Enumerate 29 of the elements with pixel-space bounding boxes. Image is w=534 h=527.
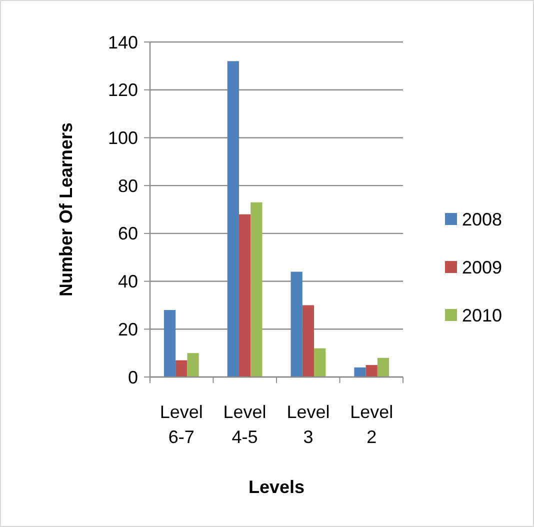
x-tick-label: Level 2 [350, 402, 394, 447]
bar [366, 365, 378, 377]
x-tick-label: Level 3 [286, 402, 330, 447]
bar [250, 202, 262, 377]
bar [354, 367, 366, 377]
y-tick-label: 120 [108, 80, 138, 100]
bar [377, 358, 390, 377]
bar [187, 353, 199, 377]
bar [227, 61, 239, 377]
bar [164, 310, 176, 377]
y-tick-label: 40 [118, 272, 138, 292]
bar [290, 272, 302, 377]
y-axis-title: Number Of Learners [56, 122, 76, 297]
legend-label: 2010 [462, 305, 502, 326]
bar [314, 348, 326, 377]
y-tick-label: 60 [118, 224, 138, 244]
x-tick-label: Level 4-5 [223, 402, 266, 447]
bar [302, 305, 314, 377]
y-tick-label: 140 [108, 32, 138, 52]
y-tick-label: 20 [118, 319, 138, 340]
y-tick-label: 100 [108, 128, 138, 148]
y-tick-label: 0 [128, 367, 138, 388]
legend-label: 2008 [462, 209, 502, 230]
x-tick-label: Level 6-7 [160, 402, 203, 447]
y-tick-label: 80 [118, 176, 138, 196]
legend-label: 2009 [462, 257, 502, 278]
bar [176, 360, 188, 377]
bar [238, 214, 251, 377]
x-axis-title: Levels [248, 477, 305, 497]
